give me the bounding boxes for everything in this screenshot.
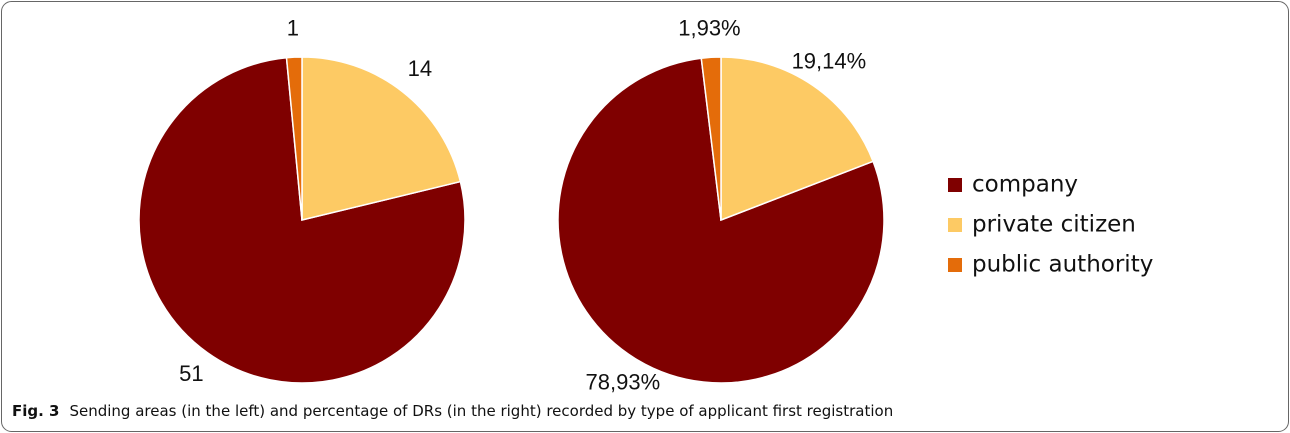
caption: Fig. 3 Sending areas (in the left) and pe… (12, 402, 893, 420)
data-label: 1,93% (678, 15, 740, 40)
data-label: 1 (287, 15, 299, 40)
caption-label: Fig. 3 (12, 402, 59, 420)
data-label: 51 (179, 361, 203, 386)
pie-slice (285, 56, 303, 221)
data-label: 19,14% (792, 49, 867, 74)
pie-slice (720, 56, 875, 222)
caption-text: Sending areas (in the left) and percenta… (69, 402, 893, 420)
legend-label: private citizen (972, 212, 1136, 238)
legend-swatch (948, 218, 962, 232)
data-label: 78,93% (586, 369, 661, 394)
data-label: 14 (408, 56, 432, 81)
legend-label: company (972, 172, 1078, 198)
pie-slice (700, 56, 722, 221)
legend-label: public authority (972, 252, 1153, 278)
legend-swatch (948, 258, 962, 272)
pie-slice (301, 56, 462, 221)
legend-swatch (948, 178, 962, 192)
